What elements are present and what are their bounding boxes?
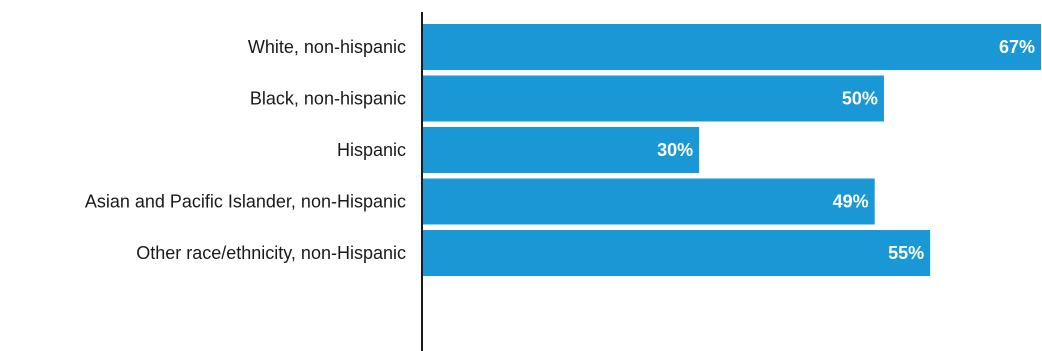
value-labels: 67% 50% 30% 49% 55% [657,37,1035,263]
category-label: White, non-hispanic [248,37,406,57]
category-label: Black, non-hispanic [250,89,406,109]
category-labels: White, non-hispanic Black, non-hispanic Hi… [85,37,406,263]
value-label: 55% [888,243,924,263]
category-label: Hispanic [337,140,406,160]
bar [422,24,1041,70]
category-label: Asian and Pacific Islander, non-Hispanic [85,192,406,212]
bar [422,178,875,225]
value-label: 49% [833,192,869,212]
value-label: 50% [842,89,878,109]
bar [422,230,931,276]
value-label: 67% [999,37,1035,57]
bar [422,75,884,122]
value-label: 30% [657,140,693,160]
bars-layer [422,24,1041,276]
category-label: Other race/ethnicity, non-Hispanic [136,243,406,263]
bar [422,127,700,173]
